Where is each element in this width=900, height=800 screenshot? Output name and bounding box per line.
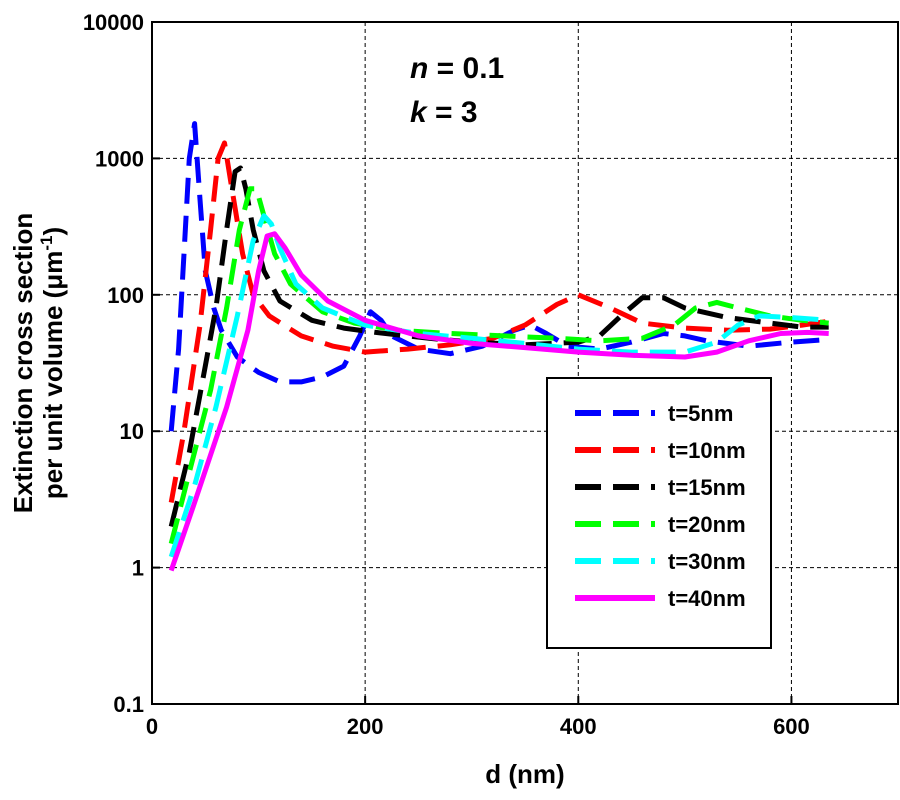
legend-label: t=20nm (668, 512, 746, 537)
y-tick-label: 10000 (83, 10, 144, 35)
series-line-t-10nm (168, 140, 830, 503)
legend-box (546, 377, 772, 649)
legend-label: t=15nm (668, 475, 746, 500)
y-tick-label: 1 (132, 556, 144, 581)
legend-label: t=30nm (668, 549, 746, 574)
legend: t=5nm t=10nm t=15nm t=20nm t=30nm t=40nm (546, 377, 772, 649)
annotation-n: n = 0.1 (410, 52, 504, 85)
y-tick-label: 100 (107, 283, 144, 308)
y-axis-title-line2: per unit volume (μm-1) (37, 227, 68, 499)
y-tick-label: 0.1 (113, 692, 144, 717)
y-tick-label: 10 (120, 419, 144, 444)
x-tick-label: 600 (773, 714, 810, 739)
x-axis-title: d (nm) (485, 759, 564, 789)
series-line-t-15nm (168, 165, 829, 528)
series-line-t-40nm (168, 231, 829, 572)
series-group (168, 121, 830, 572)
y-tick-label: 1000 (95, 146, 144, 171)
y-axis-title: Extinction cross section per unit volume… (8, 213, 68, 514)
plot-area (151, 21, 899, 705)
annotation-k: k = 3 (410, 96, 478, 129)
legend-label: t=40nm (668, 586, 746, 611)
x-tick-label: 200 (347, 714, 384, 739)
legend-label: t=10nm (668, 438, 746, 463)
legend-label: t=5nm (668, 401, 733, 426)
x-tick-label: 400 (560, 714, 597, 739)
y-axis-title-line1: Extinction cross section (8, 213, 38, 514)
tick-labels: 0 200 400 600 0.1 1 10 100 1000 10000 (83, 10, 810, 739)
x-tick-label: 0 (146, 714, 158, 739)
